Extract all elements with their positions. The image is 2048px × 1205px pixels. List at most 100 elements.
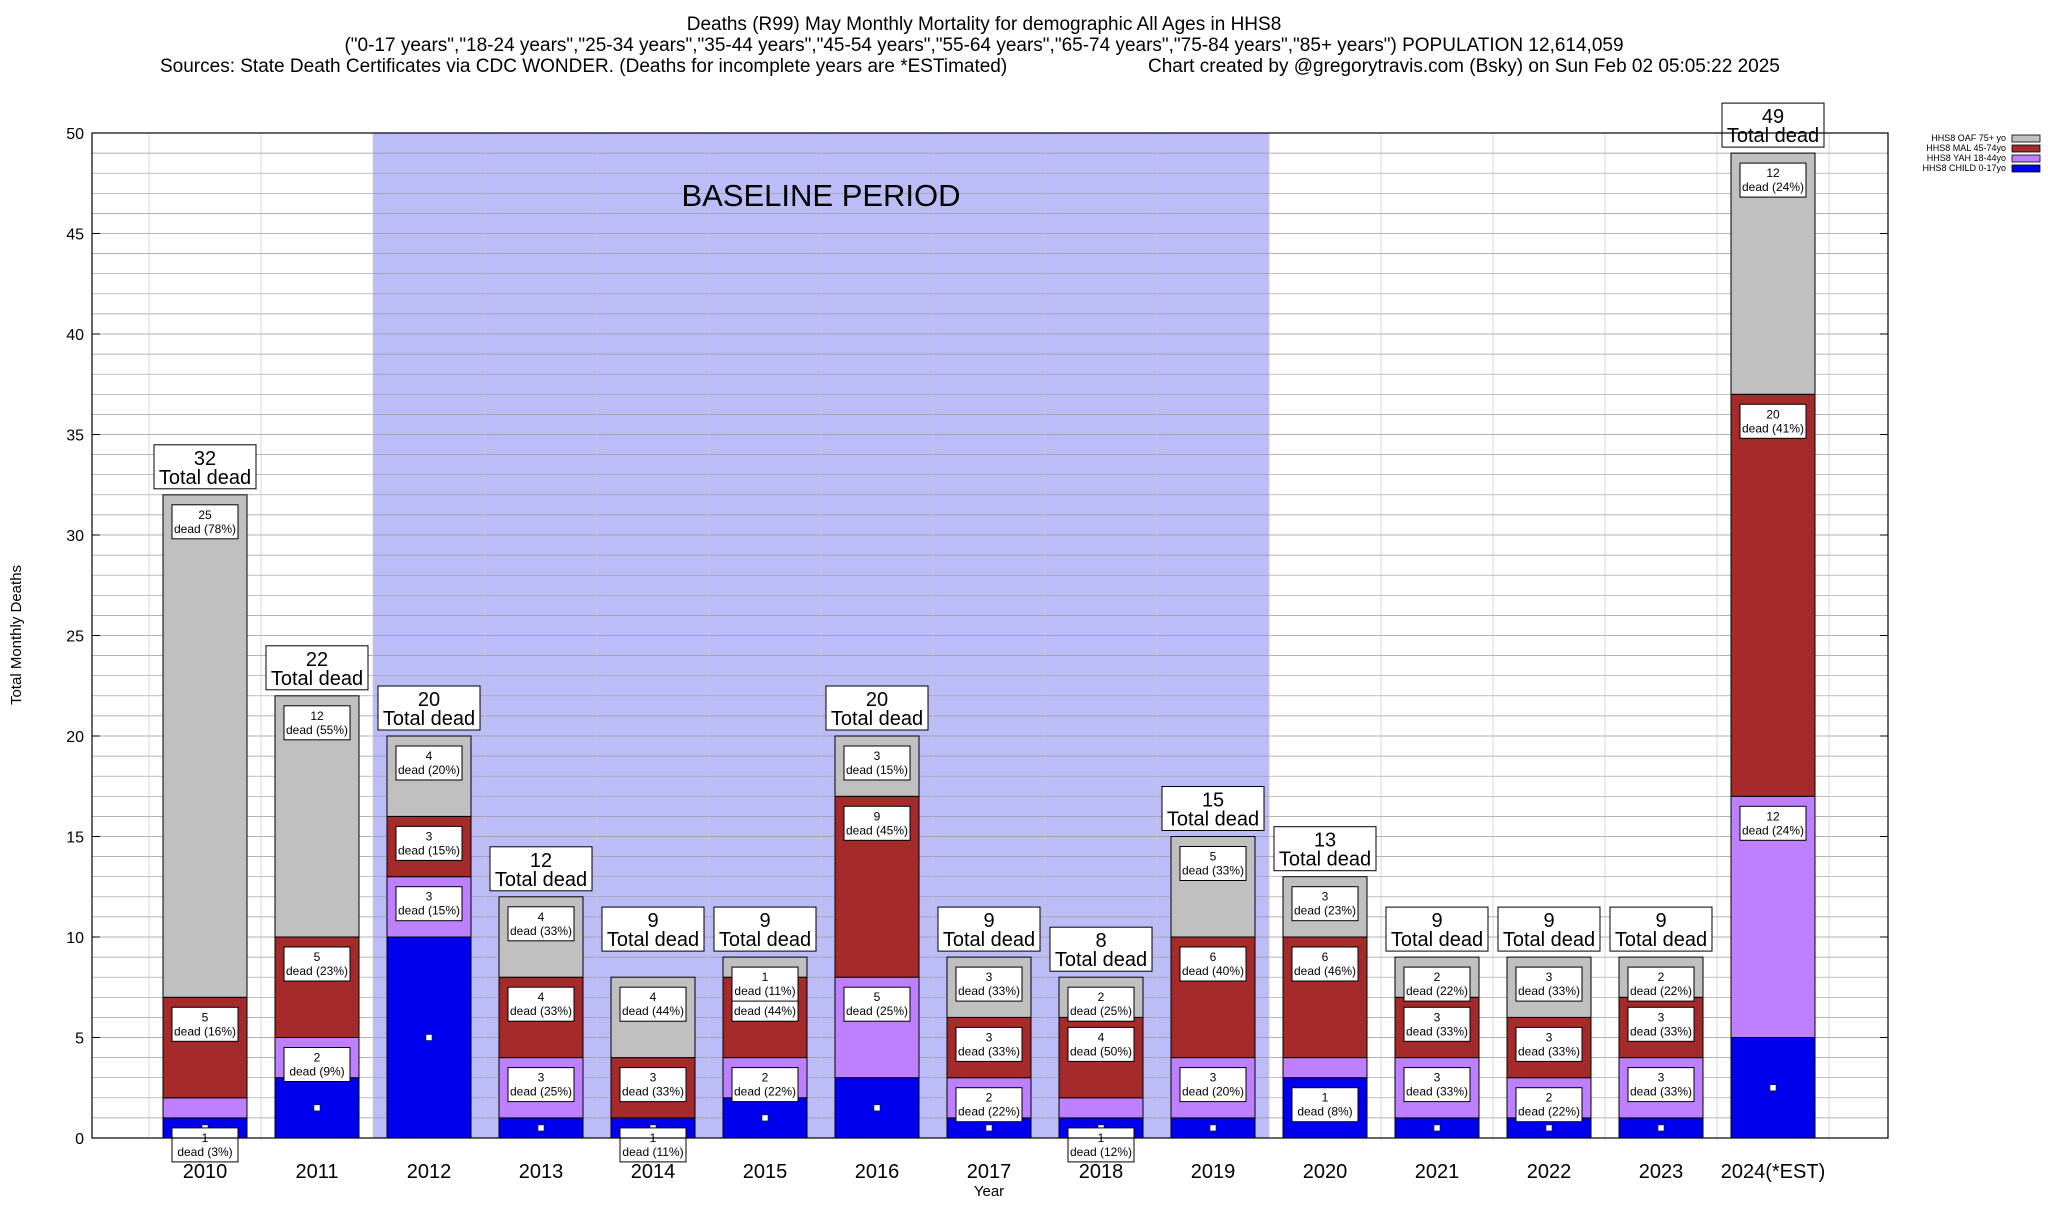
segment-label-box [395,825,463,861]
y-tick-label: 0 [75,1131,84,1148]
segment-label-percent: dead (78%) [174,522,236,536]
legend-label: HHS8 MAL 45-74yo [1926,143,2006,153]
segment-label-percent: dead (22%) [734,1085,796,1099]
bar-marker [1209,1124,1217,1132]
total-label-box [153,444,257,490]
segment-label-percent: dead (33%) [622,1085,684,1099]
total-label-text: Total dead [1391,929,1483,951]
segment-label-count: 4 [1098,1030,1105,1044]
x-axis-label: Year [974,1183,1004,1200]
segment-label-percent: dead (33%) [1406,1085,1468,1099]
total-label-box [1385,906,1489,952]
y-tick-label: 20 [66,729,84,746]
x-tick-label: 2013 [519,1161,564,1183]
segment-label-box [1403,1006,1471,1042]
segment-label-box [843,745,911,781]
segment-label-percent: dead (41%) [1742,421,1804,435]
total-label-box [601,906,705,952]
segment-label-count: 1 [1322,1091,1329,1105]
x-tick-label: 2016 [855,1161,900,1183]
segment-label-percent: dead (24%) [1742,823,1804,837]
segment-label-count: 12 [310,709,324,723]
bar-segment [1282,1057,1368,1079]
total-label-text: Total dead [271,668,363,690]
y-tick-label: 35 [66,428,84,445]
total-label-value: 13 [1314,830,1336,852]
segment-label-count: 3 [986,970,993,984]
chart-credit: Chart created by @gregorytravis.com (Bsk… [1148,56,1780,77]
bar-marker [1545,1124,1553,1132]
segment-label-count: 2 [1546,1091,1553,1105]
total-label-value: 9 [1655,910,1666,932]
total-label-value: 9 [1431,910,1442,932]
segment-label-percent: dead (23%) [1294,904,1356,918]
total-label-box [713,906,817,952]
segment-label-count: 6 [1210,950,1217,964]
total-label-box [1161,786,1265,831]
segment-label-percent: dead (25%) [846,1004,908,1018]
segment-label-count: 3 [426,829,433,843]
segment-label-percent: dead (40%) [1182,964,1244,978]
total-label-value: 12 [530,850,552,872]
segment-label-percent: dead (33%) [510,924,572,938]
segment-label-count: 3 [1658,1071,1665,1085]
segment-label-percent: dead (44%) [734,1004,796,1018]
total-label-box [825,685,929,731]
segment-label-percent: dead (33%) [1406,1024,1468,1038]
legend-label: HHS8 CHILD 0-17yo [1922,163,2006,173]
segment-label-box [843,805,911,841]
total-label-box [1609,906,1713,952]
segment-label-count: 3 [650,1071,657,1085]
segment-label-box [1515,1087,1583,1123]
total-label-text: Total dead [383,708,475,730]
segment-label-box [955,1026,1023,1062]
segment-label-box [1403,1067,1471,1103]
bar-marker [1433,1124,1441,1132]
segment-label-box [1067,1026,1135,1062]
chart-title: Deaths (R99) May Monthly Mortality for d… [687,14,1282,35]
y-tick-label: 30 [66,528,84,545]
total-label-box [265,645,369,691]
y-tick-label: 50 [66,126,84,143]
segment-label-percent: dead (22%) [1406,984,1468,998]
segment-label-box [507,1067,575,1103]
segment-label-count: 5 [202,1010,209,1024]
legend-label: HHS8 OAF 75+ yo [1931,133,2006,143]
total-label-text: Total dead [1503,929,1595,951]
segment-label-box [955,966,1023,1002]
segment-label-box [507,986,575,1022]
y-tick-label: 10 [66,930,84,947]
total-label-value: 9 [983,910,994,932]
segment-label-percent: dead (11%) [734,984,795,998]
segment-label-box [283,946,351,982]
segment-label-box [955,1087,1023,1123]
segment-label-percent: dead (12%) [1070,1145,1132,1159]
segment-label-box [1403,966,1471,1002]
bar-marker [985,1124,993,1132]
segment-label-count: 2 [1098,990,1105,1004]
bar-marker [313,1104,321,1112]
total-label-value: 9 [647,910,658,932]
segment-label-box [1291,1087,1359,1123]
chart-subtitle: ("0-17 years","18-24 years","25-34 years… [344,35,1623,56]
y-tick-label: 5 [75,1031,84,1048]
